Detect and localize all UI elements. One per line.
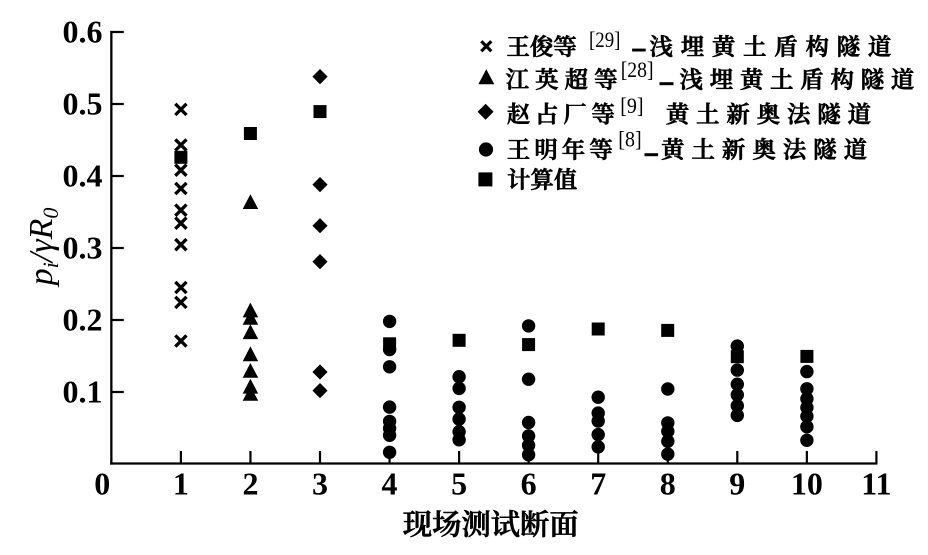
svg-text:[29]: [29] bbox=[589, 27, 620, 52]
svg-text:0.6: 0.6 bbox=[63, 14, 103, 50]
svg-text:9: 9 bbox=[729, 466, 745, 502]
svg-text:1: 1 bbox=[173, 466, 189, 502]
svg-text:5: 5 bbox=[451, 466, 467, 502]
svg-text:3: 3 bbox=[312, 466, 328, 502]
svg-text:[9]: [9] bbox=[620, 93, 643, 118]
svg-text:0: 0 bbox=[94, 466, 110, 502]
svg-text:0.3: 0.3 bbox=[63, 230, 103, 266]
svg-text:pi/γR0: pi/γR0 bbox=[23, 208, 63, 288]
svg-text:4: 4 bbox=[382, 466, 398, 502]
svg-text:2: 2 bbox=[242, 466, 258, 502]
svg-text:0.4: 0.4 bbox=[63, 158, 103, 194]
svg-text:[8]: [8] bbox=[618, 126, 641, 151]
svg-text:10: 10 bbox=[791, 466, 823, 502]
svg-text:[28]: [28] bbox=[621, 57, 654, 82]
svg-text:11: 11 bbox=[861, 466, 891, 502]
svg-text:0.5: 0.5 bbox=[63, 86, 103, 122]
svg-text:0.1: 0.1 bbox=[63, 374, 103, 410]
svg-text:7: 7 bbox=[590, 466, 606, 502]
svg-text:8: 8 bbox=[660, 466, 676, 502]
svg-text:6: 6 bbox=[521, 466, 537, 502]
svg-text:0.2: 0.2 bbox=[63, 302, 103, 338]
